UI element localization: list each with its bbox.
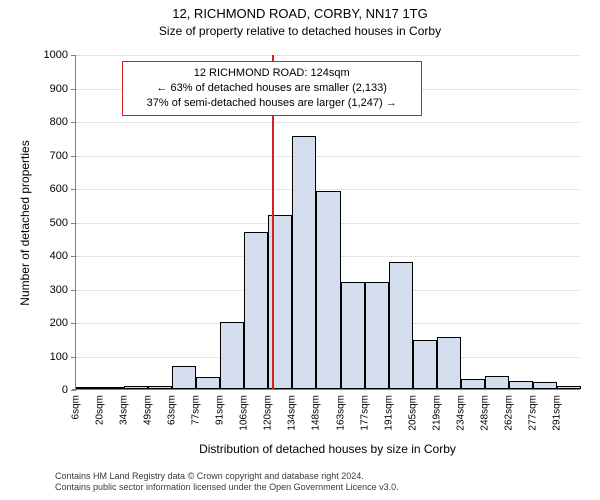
histogram-bar bbox=[437, 337, 461, 389]
x-tick-label: 262sqm bbox=[503, 389, 514, 431]
chart-title-main: 12, RICHMOND ROAD, CORBY, NN17 1TG bbox=[0, 6, 600, 21]
x-tick-label: 291sqm bbox=[551, 389, 562, 431]
x-tick-label: 120sqm bbox=[263, 389, 274, 431]
attribution-footer: Contains HM Land Registry data © Crown c… bbox=[55, 471, 399, 494]
y-tick-label: 800 bbox=[50, 116, 76, 128]
x-tick-label: 77sqm bbox=[191, 389, 202, 425]
y-tick-label: 900 bbox=[50, 83, 76, 95]
y-tick-label: 700 bbox=[50, 150, 76, 162]
x-tick-label: 219sqm bbox=[431, 389, 442, 431]
y-tick-label: 300 bbox=[50, 284, 76, 296]
x-tick-label: 6sqm bbox=[71, 389, 82, 419]
x-tick-label: 248sqm bbox=[479, 389, 490, 431]
gridline-h bbox=[76, 156, 580, 157]
y-tick-label: 500 bbox=[50, 217, 76, 229]
y-axis-label: Number of detached properties bbox=[18, 140, 32, 305]
y-tick-label: 200 bbox=[50, 317, 76, 329]
y-tick-label: 600 bbox=[50, 183, 76, 195]
chart-title-sub: Size of property relative to detached ho… bbox=[0, 24, 600, 38]
x-tick-label: 34sqm bbox=[119, 389, 130, 425]
x-tick-label: 205sqm bbox=[407, 389, 418, 431]
x-tick-label: 177sqm bbox=[359, 389, 370, 431]
y-tick-label: 100 bbox=[50, 351, 76, 363]
x-tick-label: 163sqm bbox=[335, 389, 346, 431]
histogram-bar bbox=[76, 387, 100, 389]
histogram-bar bbox=[413, 340, 437, 389]
x-tick-label: 134sqm bbox=[287, 389, 298, 431]
x-tick-label: 148sqm bbox=[311, 389, 322, 431]
x-tick-label: 277sqm bbox=[527, 389, 538, 431]
histogram-bar bbox=[244, 232, 268, 389]
histogram-bar bbox=[196, 377, 220, 389]
y-tick-label: 400 bbox=[50, 250, 76, 262]
histogram-bar bbox=[148, 386, 172, 389]
histogram-bar bbox=[172, 366, 196, 389]
x-tick-label: 191sqm bbox=[383, 389, 394, 431]
y-tick-label: 1000 bbox=[44, 49, 76, 61]
histogram-bar bbox=[461, 379, 485, 389]
histogram-bar bbox=[341, 282, 365, 389]
x-tick-label: 91sqm bbox=[215, 389, 226, 425]
gridline-h bbox=[76, 55, 580, 56]
annotation-line-3: 37% of semi-detached houses are larger (… bbox=[129, 96, 415, 111]
x-tick-label: 106sqm bbox=[239, 389, 250, 431]
x-axis-label: Distribution of detached houses by size … bbox=[75, 442, 580, 456]
annotation-line-1: 12 RICHMOND ROAD: 124sqm bbox=[129, 66, 415, 81]
histogram-bar bbox=[389, 262, 413, 389]
annotation-line-2: ← 63% of detached houses are smaller (2,… bbox=[129, 81, 415, 96]
histogram-bar bbox=[124, 386, 148, 389]
histogram-bar bbox=[220, 322, 244, 389]
footer-line-1: Contains HM Land Registry data © Crown c… bbox=[55, 471, 399, 483]
histogram-bar bbox=[316, 191, 340, 389]
x-tick-label: 20sqm bbox=[95, 389, 106, 425]
gridline-h bbox=[76, 122, 580, 123]
histogram-bar bbox=[533, 382, 557, 389]
histogram-bar bbox=[509, 381, 533, 389]
histogram-bar bbox=[365, 282, 389, 389]
plot-area: 010020030040050060070080090010006sqm20sq… bbox=[75, 55, 580, 390]
x-tick-label: 49sqm bbox=[143, 389, 154, 425]
footer-line-2: Contains public sector information licen… bbox=[55, 482, 399, 494]
histogram-bar bbox=[292, 136, 316, 389]
x-tick-label: 63sqm bbox=[167, 389, 178, 425]
x-tick-label: 234sqm bbox=[455, 389, 466, 431]
chart-page: 12, RICHMOND ROAD, CORBY, NN17 1TG Size … bbox=[0, 0, 600, 500]
annotation-box: 12 RICHMOND ROAD: 124sqm← 63% of detache… bbox=[122, 61, 422, 116]
histogram-bar bbox=[557, 386, 581, 389]
histogram-bar bbox=[485, 376, 509, 389]
histogram-bar bbox=[100, 387, 124, 389]
